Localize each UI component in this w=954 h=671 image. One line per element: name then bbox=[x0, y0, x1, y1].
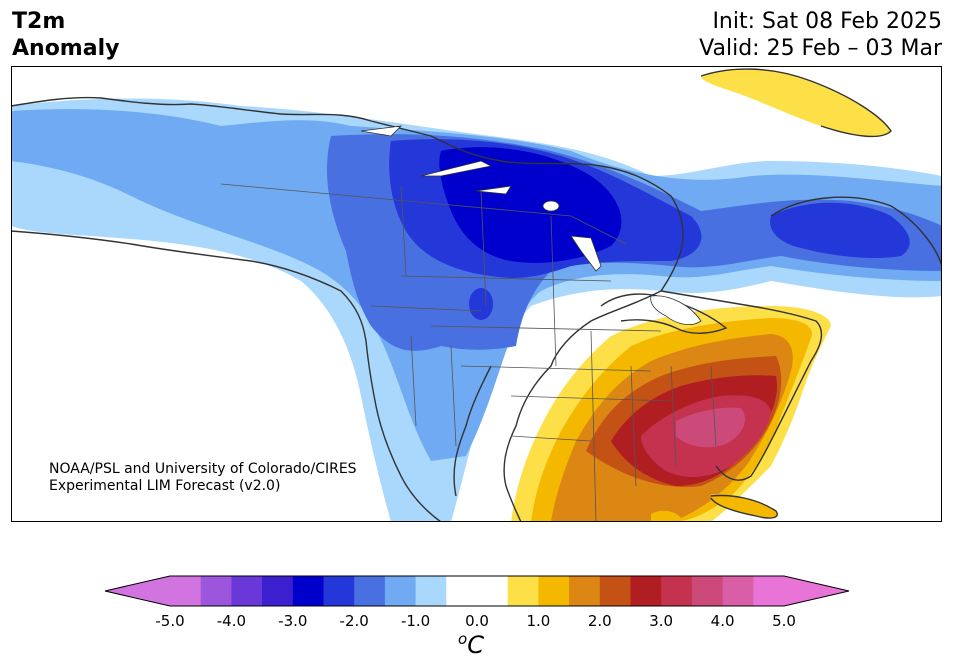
colorbar-tick-label: 2.0 bbox=[587, 612, 612, 630]
colorbar-tick-label: 5.0 bbox=[772, 612, 796, 630]
anomaly-fill bbox=[11, 69, 942, 522]
title-line-2: Anomaly bbox=[12, 36, 120, 61]
colorbar-tick-label: -2.0 bbox=[339, 612, 369, 630]
colorbar-cell bbox=[538, 576, 570, 606]
colorbar-cell bbox=[661, 576, 693, 606]
colorbar-cell bbox=[323, 576, 355, 606]
colorbar-tick-label: -3.0 bbox=[278, 612, 308, 630]
colorbar-tick-label: 0.0 bbox=[465, 612, 489, 630]
colorbar-cell bbox=[384, 576, 417, 606]
colorbar-cell bbox=[292, 576, 324, 606]
colorbar-tick-label: 3.0 bbox=[649, 612, 674, 630]
colorbar-tick-label: 1.0 bbox=[526, 612, 551, 630]
colorbar-cell bbox=[507, 576, 539, 606]
colorbar-tick-label: -5.0 bbox=[155, 612, 185, 630]
colorbar-cell bbox=[630, 576, 662, 606]
colorbar-cell bbox=[477, 576, 509, 606]
colorbar-cell bbox=[569, 576, 601, 606]
credit-line-1: NOAA/PSL and University of Colorado/CIRE… bbox=[49, 461, 357, 477]
unit-degree-sign: o bbox=[458, 630, 468, 648]
valid-range: Valid: 25 Feb – 03 Mar bbox=[699, 36, 942, 61]
colorbar-cell bbox=[415, 576, 447, 606]
colorbar-extend-low bbox=[105, 576, 170, 606]
credit-line-2: Experimental LIM Forecast (v2.0) bbox=[49, 478, 281, 494]
colorbar-cell bbox=[170, 576, 202, 606]
unit-label: C bbox=[467, 631, 484, 659]
coastlines bbox=[11, 68, 942, 522]
state-borders bbox=[220, 183, 717, 522]
colorbar-cell bbox=[446, 576, 478, 606]
colorbar-tick-label: 4.0 bbox=[710, 612, 735, 630]
colorbar-tick-label: -4.0 bbox=[216, 612, 247, 630]
colorbar-cell bbox=[599, 576, 631, 606]
map-title: T2m Anomaly bbox=[12, 8, 119, 62]
colorbar-cell bbox=[200, 576, 232, 606]
title-line-1: T2m bbox=[12, 9, 66, 34]
forecast-dates: Init: Sat 08 Feb 2025 Valid: 25 Feb – 03… bbox=[699, 8, 942, 62]
credit-text: NOAA/PSL and University of Colorado/CIRE… bbox=[49, 461, 357, 495]
colorbar-cell bbox=[753, 576, 785, 606]
colorbar-tick-label: -1.0 bbox=[400, 612, 431, 630]
colorbar-extend-high bbox=[784, 576, 849, 606]
anomaly-map bbox=[11, 66, 942, 522]
colorbar-cell bbox=[691, 576, 724, 606]
colorbar-unit: oC bbox=[458, 630, 484, 659]
init-date: Init: Sat 08 Feb 2025 bbox=[712, 9, 942, 34]
colorbar-cell bbox=[262, 576, 294, 606]
colorbar-cell bbox=[231, 576, 263, 606]
colorbar-cell bbox=[722, 576, 754, 606]
colorbar-cell bbox=[354, 576, 386, 606]
lakes bbox=[360, 125, 702, 326]
colorbar-outline bbox=[104, 575, 850, 607]
colorbar bbox=[104, 575, 850, 607]
